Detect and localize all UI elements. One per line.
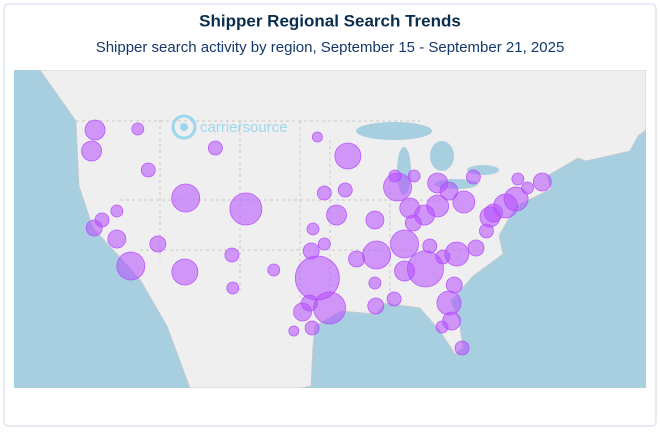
bubble bbox=[267, 263, 281, 277]
bubble bbox=[81, 140, 102, 162]
bubble bbox=[288, 325, 300, 337]
watermark-logo: carriersource bbox=[171, 114, 288, 140]
bubble bbox=[226, 281, 240, 295]
bubble bbox=[452, 190, 476, 214]
bubble bbox=[107, 229, 127, 249]
chart-title: Shipper Regional Search Trends bbox=[199, 11, 461, 30]
bubble bbox=[435, 320, 449, 334]
bubble bbox=[306, 222, 320, 236]
bubble bbox=[207, 140, 223, 156]
bubble bbox=[439, 181, 459, 201]
bubble bbox=[511, 172, 525, 186]
bubble bbox=[313, 291, 346, 325]
bubble bbox=[404, 214, 422, 232]
bubble bbox=[302, 242, 320, 260]
bubble bbox=[422, 238, 438, 254]
bubble bbox=[394, 260, 415, 282]
map: carriersource bbox=[14, 70, 646, 388]
bubble bbox=[229, 192, 263, 226]
bubble bbox=[301, 294, 318, 312]
bubble bbox=[149, 235, 167, 253]
bubble bbox=[368, 276, 382, 290]
bubble bbox=[465, 169, 481, 185]
chart-subtitle: Shipper search activity by region, Septe… bbox=[96, 39, 565, 56]
bubble bbox=[365, 210, 385, 230]
bubble bbox=[224, 247, 240, 263]
bubble bbox=[532, 172, 552, 192]
bubble bbox=[326, 204, 347, 226]
bubble bbox=[484, 203, 503, 223]
bubble bbox=[140, 162, 156, 178]
bubble bbox=[467, 239, 485, 257]
bubble bbox=[94, 212, 110, 228]
bubble bbox=[367, 297, 385, 315]
bubble bbox=[407, 169, 421, 183]
bubble bbox=[334, 142, 362, 170]
watermark: carriersource bbox=[200, 119, 288, 136]
land bbox=[39, 70, 646, 388]
bubble bbox=[503, 186, 529, 212]
bubble bbox=[454, 340, 470, 356]
bubble bbox=[311, 131, 323, 143]
bubble bbox=[521, 181, 534, 195]
bubble bbox=[362, 240, 392, 270]
bubble-layer bbox=[81, 119, 552, 356]
bubble bbox=[116, 251, 146, 281]
bubble bbox=[317, 237, 331, 251]
bubble bbox=[316, 185, 332, 201]
bubble bbox=[445, 276, 463, 294]
bubble bbox=[84, 119, 106, 141]
bubble bbox=[388, 169, 402, 183]
bubble bbox=[131, 122, 145, 136]
bubble bbox=[436, 290, 462, 316]
bubble bbox=[348, 250, 365, 268]
bubble bbox=[171, 183, 201, 213]
bubble bbox=[435, 249, 451, 265]
bubble bbox=[386, 291, 402, 307]
bubble bbox=[110, 204, 124, 218]
bubble bbox=[171, 258, 199, 286]
bubble bbox=[337, 182, 353, 198]
bubble bbox=[390, 229, 419, 259]
bubble bbox=[304, 320, 320, 336]
